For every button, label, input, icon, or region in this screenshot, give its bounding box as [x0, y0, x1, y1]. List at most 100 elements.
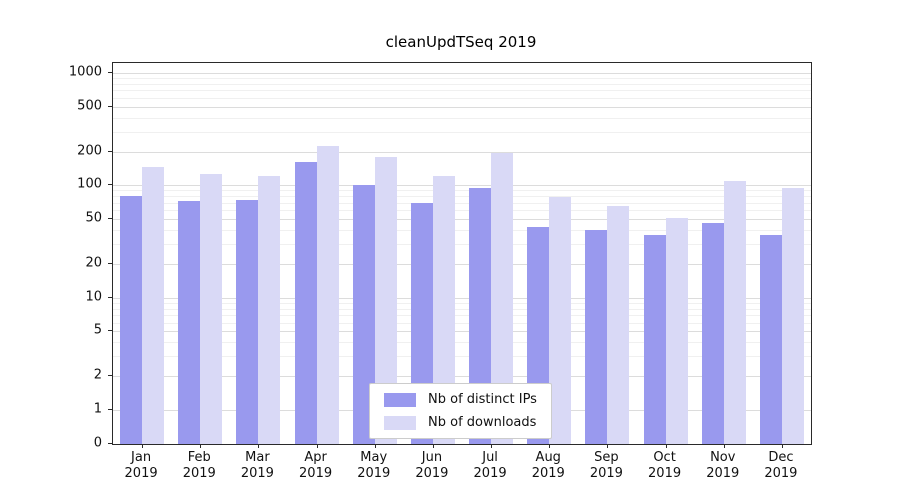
legend-label: Nb of distinct IPs — [428, 392, 537, 407]
legend-label: Nb of downloads — [428, 415, 537, 430]
bar-downloads — [200, 174, 223, 444]
x-tick-month: Dec — [768, 450, 794, 465]
x-tick-year: 2019 — [299, 466, 333, 481]
x-tick-year: 2019 — [182, 466, 216, 481]
bar-downloads — [549, 197, 572, 444]
x-tick-mark — [432, 444, 434, 448]
x-tick-mark — [665, 444, 667, 448]
bar-distinct-ips — [236, 200, 259, 444]
y-tick-label: 1 — [93, 401, 102, 417]
bar-downloads — [316, 145, 339, 444]
x-tick-label: May 2019 — [342, 450, 406, 482]
major-gridline — [113, 219, 811, 221]
x-tick-label: Jun 2019 — [400, 450, 464, 482]
major-gridline — [113, 376, 811, 378]
y-tick-label: 20 — [85, 255, 102, 271]
x-tick-month: Sep — [594, 450, 619, 465]
bar-distinct-ips — [701, 223, 724, 444]
y-tick-mark — [108, 218, 112, 220]
x-tick-year: 2019 — [706, 466, 740, 481]
minor-gridline — [113, 356, 811, 358]
x-tick-mark — [316, 444, 318, 448]
minor-gridline — [113, 202, 811, 204]
x-tick-label: Jul 2019 — [458, 450, 522, 482]
x-tick-month: May — [360, 450, 388, 465]
bar-distinct-ips — [469, 188, 492, 444]
x-tick-mark — [491, 444, 493, 448]
major-gridline — [113, 106, 811, 108]
y-tick-mark — [108, 330, 112, 332]
bar-distinct-ips — [294, 162, 317, 444]
y-tick-mark — [108, 150, 112, 152]
bar-distinct-ips — [352, 185, 375, 444]
bar-downloads — [258, 176, 281, 444]
x-tick-label: Oct 2019 — [633, 450, 697, 482]
x-tick-year: 2019 — [589, 466, 623, 481]
x-tick-year: 2019 — [648, 466, 682, 481]
major-gridline — [113, 263, 811, 265]
minor-gridline — [113, 315, 811, 317]
plot-area: Nb of distinct IPs Nb of downloads — [112, 62, 812, 445]
minor-gridline — [113, 78, 811, 80]
x-tick-label: Aug 2019 — [516, 450, 580, 482]
bar-downloads — [723, 180, 746, 444]
legend-swatch — [384, 415, 416, 430]
y-tick-label: 200 — [77, 143, 102, 159]
chart-title: cleanUpdTSeq 2019 — [385, 33, 537, 51]
bar-distinct-ips — [585, 230, 608, 444]
minor-gridline — [113, 322, 811, 324]
x-tick-year: 2019 — [124, 466, 158, 481]
y-tick-label: 5 — [93, 322, 102, 338]
minor-gridline — [113, 83, 811, 85]
bar-distinct-ips — [759, 235, 782, 444]
legend-item: Nb of downloads — [384, 415, 537, 430]
bar-downloads — [432, 175, 455, 444]
major-gridline — [113, 185, 811, 187]
x-tick-year: 2019 — [473, 466, 507, 481]
minor-gridline — [113, 302, 811, 304]
x-tick-label: Nov 2019 — [691, 450, 755, 482]
x-tick-year: 2019 — [531, 466, 565, 481]
bar-downloads — [374, 156, 397, 444]
x-tick-month: Apr — [304, 450, 327, 465]
minor-gridline — [113, 308, 811, 310]
bar-downloads — [142, 167, 165, 444]
x-tick-month: Jul — [482, 450, 498, 465]
x-tick-year: 2019 — [764, 466, 798, 481]
x-tick-year: 2019 — [240, 466, 274, 481]
x-tick-label: Dec 2019 — [749, 450, 813, 482]
major-gridline — [113, 151, 811, 153]
y-tick-label: 2 — [93, 367, 102, 383]
x-tick-label: Sep 2019 — [574, 450, 638, 482]
x-tick-label: Mar 2019 — [225, 450, 289, 482]
bar-downloads — [781, 187, 804, 444]
x-tick-month: Jun — [421, 450, 443, 465]
y-tick-mark — [108, 184, 112, 186]
x-tick-month: Jan — [131, 450, 152, 465]
major-gridline — [113, 331, 811, 333]
minor-gridline — [113, 90, 811, 92]
legend: Nb of distinct IPs Nb of downloads — [369, 383, 552, 439]
bar-distinct-ips — [120, 196, 143, 444]
bar-distinct-ips — [178, 201, 201, 444]
minor-gridline — [113, 244, 811, 246]
x-tick-label: Apr 2019 — [284, 450, 348, 482]
minor-gridline — [113, 230, 811, 232]
y-tick-mark — [108, 296, 112, 298]
minor-gridline — [113, 190, 811, 192]
y-tick-mark — [108, 375, 112, 377]
x-tick-mark — [258, 444, 260, 448]
y-tick-mark — [108, 409, 112, 410]
x-tick-month: Aug — [535, 450, 561, 465]
bar-downloads — [607, 205, 630, 444]
y-tick-mark — [108, 443, 112, 444]
x-tick-month: Nov — [710, 450, 736, 465]
x-tick-year: 2019 — [357, 466, 391, 481]
x-tick-year: 2019 — [415, 466, 449, 481]
x-tick-mark — [781, 444, 783, 448]
minor-gridline — [113, 131, 811, 133]
y-tick-label: 100 — [77, 176, 102, 192]
y-tick-label: 1000 — [68, 64, 102, 80]
x-tick-mark — [607, 444, 609, 448]
